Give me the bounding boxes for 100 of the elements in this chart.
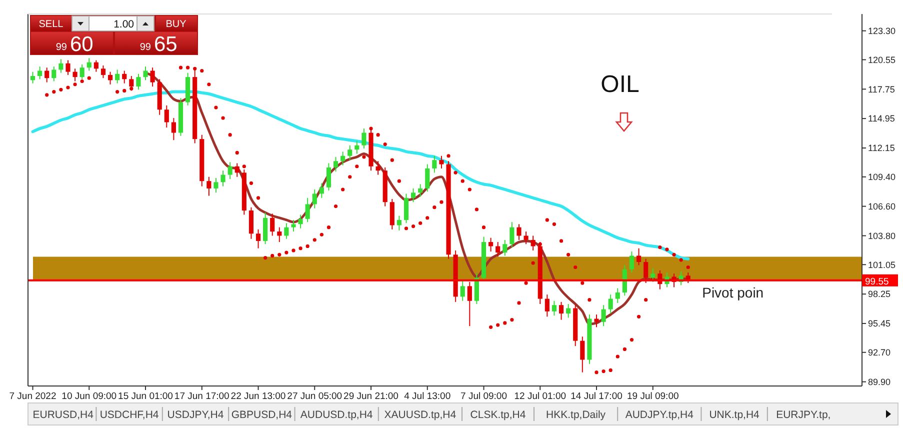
candlestick — [94, 60, 98, 72]
candlestick — [150, 67, 155, 88]
y-tick-label: 109.40 — [868, 172, 896, 182]
candlestick — [552, 300, 557, 316]
annotation: BUY — [166, 19, 187, 30]
candlestick — [496, 242, 500, 258]
candlestick — [396, 215, 402, 231]
candlestick — [100, 64, 106, 79]
candlestick — [524, 231, 528, 245]
y-tick-label: 112.15 — [868, 143, 895, 154]
annotation: 99 — [140, 42, 152, 53]
candlestick — [418, 184, 423, 198]
candlestick — [115, 69, 120, 84]
ref-line-label: Pivot poin — [702, 284, 764, 300]
candlestick — [348, 144, 352, 161]
candlestick — [228, 162, 232, 180]
annotation: 99 — [56, 42, 68, 53]
buy-price-box: 99 65 — [115, 32, 197, 56]
text: 99.55 — [865, 276, 889, 288]
sell-price-box: 99 60 — [31, 32, 113, 56]
candlestick — [636, 248, 642, 266]
x-tick-label: 15 Jun 01:00 — [118, 391, 173, 402]
candlestick — [510, 222, 514, 248]
x-tick-label: 19 Jul 09:00 — [627, 391, 679, 402]
candlestick — [502, 239, 508, 256]
candlestick — [566, 304, 571, 318]
sell-button: SELL — [31, 16, 72, 31]
y-tick-label: 95.45 — [868, 318, 891, 329]
y-tick-label: 92.70 — [868, 348, 891, 358]
candlestick — [277, 226, 282, 243]
x-tick-label: 29 Jun 21:00 — [344, 391, 398, 402]
tab-bar: EURUSD,H4 USDCHF,H4 USDJPY,H4 GBPUSD,H4 AUDUSD.tp,H4 XAUUSD.tp,H4 CLSK.tp,H4 HKK.tp,Daily AUDJPY.tp,H4 UNK.tp,H4 EURJPY.tp, — [28, 402, 898, 426]
candlestick — [214, 177, 218, 194]
candlestick — [72, 68, 78, 82]
candlestick — [340, 151, 346, 166]
candlestick — [558, 301, 564, 320]
candlestick — [136, 73, 141, 90]
candlestick — [305, 197, 310, 223]
candlestick — [30, 71, 36, 84]
candlestick — [580, 336, 585, 373]
candlestick — [644, 258, 648, 284]
candlestick — [460, 279, 465, 302]
text: OIL — [600, 71, 640, 98]
candlestick — [284, 222, 289, 240]
candlestick — [270, 213, 275, 236]
x-tick-label: 14 Jul 17:00 — [570, 391, 622, 402]
candlestick — [234, 162, 240, 178]
candlestick — [333, 156, 338, 172]
candlestick — [66, 60, 70, 76]
y-tick-label: 106.60 — [868, 201, 896, 212]
candlestick — [404, 193, 409, 224]
candlestick — [263, 212, 268, 245]
candlestick — [608, 294, 613, 314]
candlestick — [362, 128, 366, 150]
y-tick-label: 123.30 — [868, 26, 896, 36]
candlestick — [38, 66, 42, 80]
candlestick — [390, 198, 394, 230]
lot-size-field: 1.00 — [88, 16, 138, 32]
y-tick-label: 117.75 — [868, 84, 895, 94]
candlestick — [594, 314, 599, 328]
candlestick — [312, 188, 317, 209]
candlestick — [376, 160, 380, 176]
candlestick — [58, 58, 64, 74]
candlestick — [44, 67, 50, 83]
annotation: 65 — [154, 33, 178, 56]
candlestick — [530, 235, 536, 251]
y-tick-label: 120.55 — [868, 54, 896, 65]
x-tick-label: 12 Jul 01:00 — [514, 391, 566, 402]
y-tick-label: 98.25 — [868, 289, 891, 300]
annotation: SELL — [38, 19, 64, 30]
y-tick-label: 89.90 — [868, 376, 891, 387]
candlestick — [206, 176, 212, 196]
x-tick-label: 22 Jun 13:00 — [230, 391, 286, 402]
candlestick — [439, 155, 444, 169]
candlestick — [52, 66, 56, 82]
y-tick-label: 114.95 — [868, 114, 895, 124]
candlestick — [248, 206, 254, 240]
candlestick — [171, 118, 176, 141]
candlestick — [432, 155, 437, 174]
candlestick — [319, 182, 324, 198]
candlestick — [544, 294, 550, 318]
x-tick-label: 27 Jun 05:00 — [287, 391, 342, 402]
candlestick — [516, 224, 522, 240]
candlestick — [220, 170, 226, 187]
candlestick — [86, 58, 92, 72]
x-tick-label: 4 Jul 13:00 — [404, 391, 451, 402]
y-tick-label: 101.05 — [868, 260, 896, 270]
x-tick-label: 10 Jun 09:00 — [62, 391, 117, 402]
candlestick — [488, 237, 494, 252]
candlestick — [601, 304, 606, 327]
candlestick — [108, 71, 113, 85]
candlestick — [122, 70, 127, 84]
annotation: 60 — [70, 33, 94, 56]
candlestick — [425, 164, 430, 192]
candlestick — [629, 250, 634, 274]
candlestick — [686, 272, 690, 284]
candlestick — [354, 140, 360, 154]
candlestick — [615, 288, 620, 304]
x-tick-label: 17 Jun 17:00 — [174, 391, 230, 402]
buy-button: BUY — [156, 16, 197, 31]
